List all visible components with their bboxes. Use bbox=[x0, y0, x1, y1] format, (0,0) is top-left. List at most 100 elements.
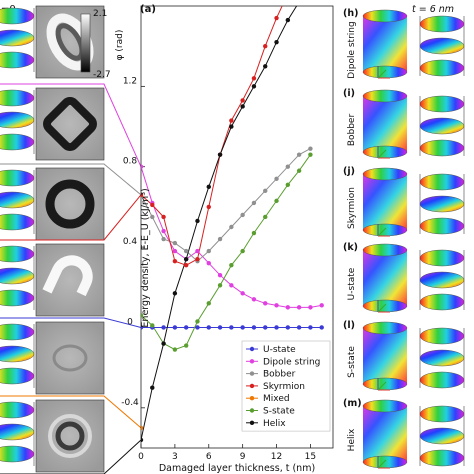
point-bobber bbox=[183, 248, 189, 254]
point-helix bbox=[285, 17, 291, 23]
plot-frame bbox=[140, 5, 334, 449]
phase-image bbox=[35, 399, 105, 473]
x-axis-label: Damaged layer thickness, t (nm) bbox=[159, 463, 315, 474]
point-helix bbox=[274, 39, 279, 45]
point-dipole-string bbox=[229, 283, 234, 288]
legend-swatch bbox=[249, 346, 255, 352]
cylinder-body bbox=[363, 250, 407, 306]
point-dipole-string bbox=[161, 228, 166, 234]
legend-entry: S-state bbox=[263, 407, 295, 417]
point-dipole-string bbox=[240, 291, 245, 296]
panel-label: Skyrmion bbox=[347, 187, 357, 229]
point-dipole-string bbox=[141, 164, 144, 169]
series-line-s-state bbox=[141, 154, 311, 351]
time-label: t = 6 nm bbox=[412, 4, 454, 15]
point-skyrmion bbox=[251, 76, 257, 81]
panel-s-state: (l) S-state bbox=[343, 320, 465, 391]
cylinder-slices bbox=[0, 7, 35, 72]
point-skyrmion bbox=[206, 204, 211, 210]
connector-line bbox=[0, 439, 142, 474]
legend-swatch bbox=[249, 371, 255, 376]
point-helix bbox=[263, 64, 268, 69]
cylinder-slices bbox=[0, 401, 35, 466]
y-tick-label: -0.4 bbox=[121, 398, 139, 408]
point-u-state bbox=[141, 325, 144, 330]
point-dipole-string bbox=[263, 301, 268, 306]
cylinder-slices bbox=[0, 323, 35, 388]
point-helix bbox=[141, 437, 144, 443]
panel-label: Bobber bbox=[347, 114, 357, 147]
point-helix bbox=[172, 291, 178, 296]
point-bobber bbox=[263, 188, 268, 194]
legend-entry: Skyrmion bbox=[263, 382, 305, 392]
legend-entry: Mixed bbox=[263, 394, 290, 404]
point-s-state bbox=[308, 152, 313, 157]
slice bbox=[419, 95, 465, 113]
point-dipole-string bbox=[285, 305, 291, 310]
point-s-state bbox=[296, 168, 302, 173]
legend-swatch bbox=[249, 359, 255, 364]
colorbar bbox=[80, 13, 91, 73]
legend-swatch bbox=[249, 408, 255, 413]
point-dipole-string bbox=[274, 303, 279, 308]
point-dipole-string bbox=[251, 297, 257, 302]
panel-label-a: (a) bbox=[140, 4, 156, 15]
panel-bobber: (i) Bobber bbox=[343, 88, 465, 159]
connector-line bbox=[0, 395, 142, 429]
right-column: t = 6 nm (h) Dipole string (i) Bobber (j) Sky… bbox=[343, 4, 465, 469]
point-bobber bbox=[217, 236, 223, 242]
y-tick-label: 0.8 bbox=[123, 157, 138, 167]
colorbar-min: -2.7 bbox=[93, 70, 111, 80]
point-bobber bbox=[161, 236, 166, 242]
y-axis-label: Energy density, E-E_U (kJ/m³) bbox=[140, 188, 151, 327]
legend-entry: Bobber bbox=[263, 370, 296, 380]
point-skyrmion bbox=[274, 15, 279, 21]
left-panel-5 bbox=[0, 321, 105, 395]
point-u-state bbox=[240, 325, 245, 330]
point-skyrmion bbox=[161, 214, 166, 220]
point-s-state bbox=[274, 198, 279, 204]
panel-letter: (j) bbox=[343, 166, 355, 177]
connector-line bbox=[0, 194, 142, 241]
x-tick-label: 9 bbox=[240, 452, 246, 462]
legend-swatch bbox=[249, 383, 255, 389]
x-tick-label: 15 bbox=[305, 452, 316, 462]
slice bbox=[419, 15, 465, 33]
point-bobber bbox=[296, 152, 302, 157]
cylinder-slices bbox=[0, 245, 35, 310]
cylinder-body bbox=[363, 406, 407, 462]
point-helix bbox=[183, 256, 189, 262]
point-dipole-string bbox=[172, 248, 178, 254]
slice bbox=[419, 327, 465, 345]
x-tick-label: 0 bbox=[138, 452, 144, 462]
slice bbox=[419, 249, 465, 267]
left-column: =0 2.1 -2.7 φ (rad) bbox=[0, 4, 125, 473]
left-panel-6 bbox=[0, 399, 105, 473]
legend-swatch bbox=[249, 396, 255, 401]
cylinder-slices bbox=[0, 89, 35, 154]
point-skyrmion bbox=[183, 262, 189, 268]
slice bbox=[419, 293, 465, 311]
slice bbox=[419, 217, 465, 235]
slice bbox=[419, 139, 465, 157]
phase-image bbox=[35, 321, 105, 395]
point-s-state bbox=[229, 262, 234, 268]
point-u-state bbox=[263, 325, 268, 330]
slice bbox=[419, 195, 465, 213]
point-s-state bbox=[141, 313, 144, 318]
point-u-state bbox=[308, 325, 313, 330]
point-dipole-string bbox=[195, 248, 200, 254]
point-helix bbox=[206, 184, 211, 190]
slice bbox=[419, 427, 465, 445]
point-dipole-string bbox=[319, 303, 324, 308]
point-s-state bbox=[206, 301, 211, 306]
panel-label: Dipole string bbox=[347, 21, 357, 78]
connector-line bbox=[0, 163, 142, 196]
point-u-state bbox=[206, 325, 211, 330]
point-u-state bbox=[183, 325, 189, 330]
point-u-state bbox=[195, 325, 200, 330]
point-helix bbox=[251, 84, 257, 89]
cylinder-body bbox=[363, 174, 407, 230]
panel-helix: (m) Helix bbox=[343, 398, 465, 469]
point-u-state bbox=[274, 325, 279, 330]
